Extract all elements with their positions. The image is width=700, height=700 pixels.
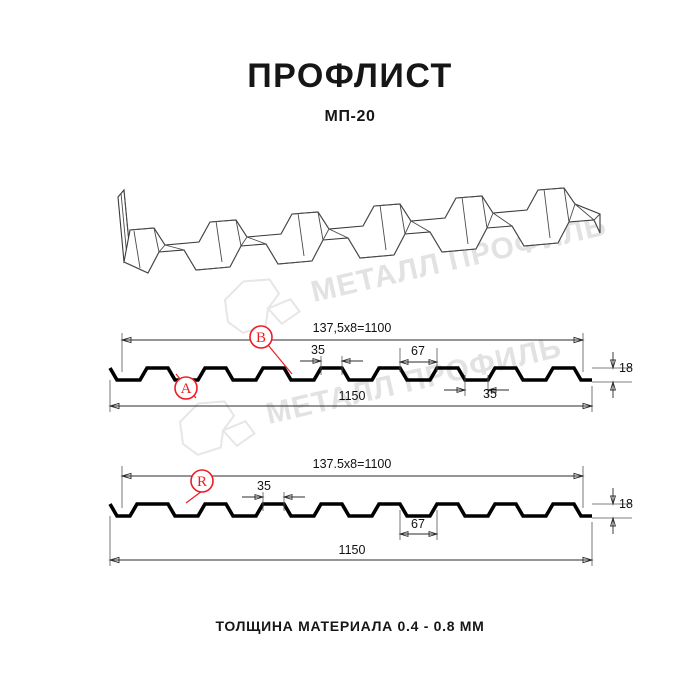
dim-rib-base-bottom: 67 [411, 517, 425, 531]
page-title: ПРОФЛИСТ [247, 57, 453, 95]
dim-rib-top-b: 35 [483, 387, 497, 401]
dim-total-top: 1150 [339, 389, 366, 403]
dim-rib-base-top: 67 [411, 344, 425, 358]
material-thickness-note: ТОЛЩИНА МАТЕРИАЛА 0.4 - 0.8 ММ [215, 618, 485, 634]
watermark-mid: МЕТАЛЛ ПРОФИЛЬ [178, 331, 565, 456]
dim-pitch-bottom: 137.5x8=1100 [313, 457, 392, 471]
callout-r-label: R [197, 474, 207, 490]
dim-rib-top-r: 35 [257, 479, 271, 493]
callout-b-label: B [256, 330, 266, 346]
section-top: 137,5x8=1100 35 67 35 [108, 321, 633, 412]
dim-height-top: 18 [619, 361, 633, 375]
isometric-view [117, 187, 601, 274]
dim-total-bottom: 1150 [339, 543, 366, 557]
title-block: ПРОФЛИСТ МП-20 [0, 56, 700, 126]
page-subtitle: МП-20 [324, 108, 376, 125]
dim-height-bottom: 18 [619, 497, 633, 511]
callout-a-label: A [181, 381, 192, 397]
dim-rib-top-a: 35 [311, 343, 325, 357]
dim-pitch-top: 137,5x8=1100 [313, 321, 392, 335]
section-bottom: 137.5x8=1100 35 67 18 [108, 457, 633, 566]
